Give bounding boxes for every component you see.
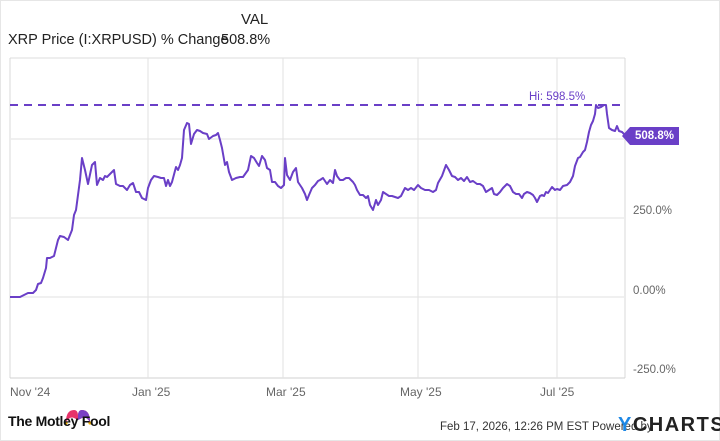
footer-timestamp: Feb 17, 2026, 12:26 PM EST Powered by (440, 421, 653, 433)
y-tick-250: 250.0% (633, 205, 673, 217)
powered-by-text: Powered by (591, 421, 653, 433)
legend-series-name: XRP Price (I:XRPUSD) % Change (8, 32, 229, 48)
tag-arrow-icon (622, 127, 630, 145)
motley-fool-logo: The Motley Fool (8, 413, 111, 429)
last-value-text: 508.8% (630, 127, 680, 145)
motley-fool-jester-icon (64, 410, 92, 425)
x-tick-may25: May '25 (400, 385, 442, 399)
timestamp-text: Feb 17, 2026, 12:26 PM EST (440, 421, 589, 433)
ycharts-y-mark: Y (618, 414, 633, 436)
horizontal-gridlines (10, 138, 625, 298)
legend-column-header: VAL (241, 11, 269, 28)
y-tick-0: 0.00% (633, 285, 666, 297)
y-tick-neg250: -250.0% (633, 364, 676, 376)
legend-series-value: 508.8% (221, 32, 271, 48)
last-value-tag: 508.8% (622, 127, 682, 145)
ycharts-logo: YCHARTS (618, 414, 720, 437)
ycharts-wordmark: CHARTS (632, 414, 720, 436)
x-tick-mar25: Mar '25 (266, 385, 306, 399)
x-tick-jul25: Jul '25 (540, 385, 575, 399)
high-annotation-label: Hi: 598.5% (529, 91, 586, 103)
x-tick-jan25: Jan '25 (132, 385, 171, 399)
xrp-series-line (10, 104, 626, 298)
vertical-gridlines (147, 58, 558, 378)
x-tick-nov24: Nov '24 (10, 385, 51, 399)
